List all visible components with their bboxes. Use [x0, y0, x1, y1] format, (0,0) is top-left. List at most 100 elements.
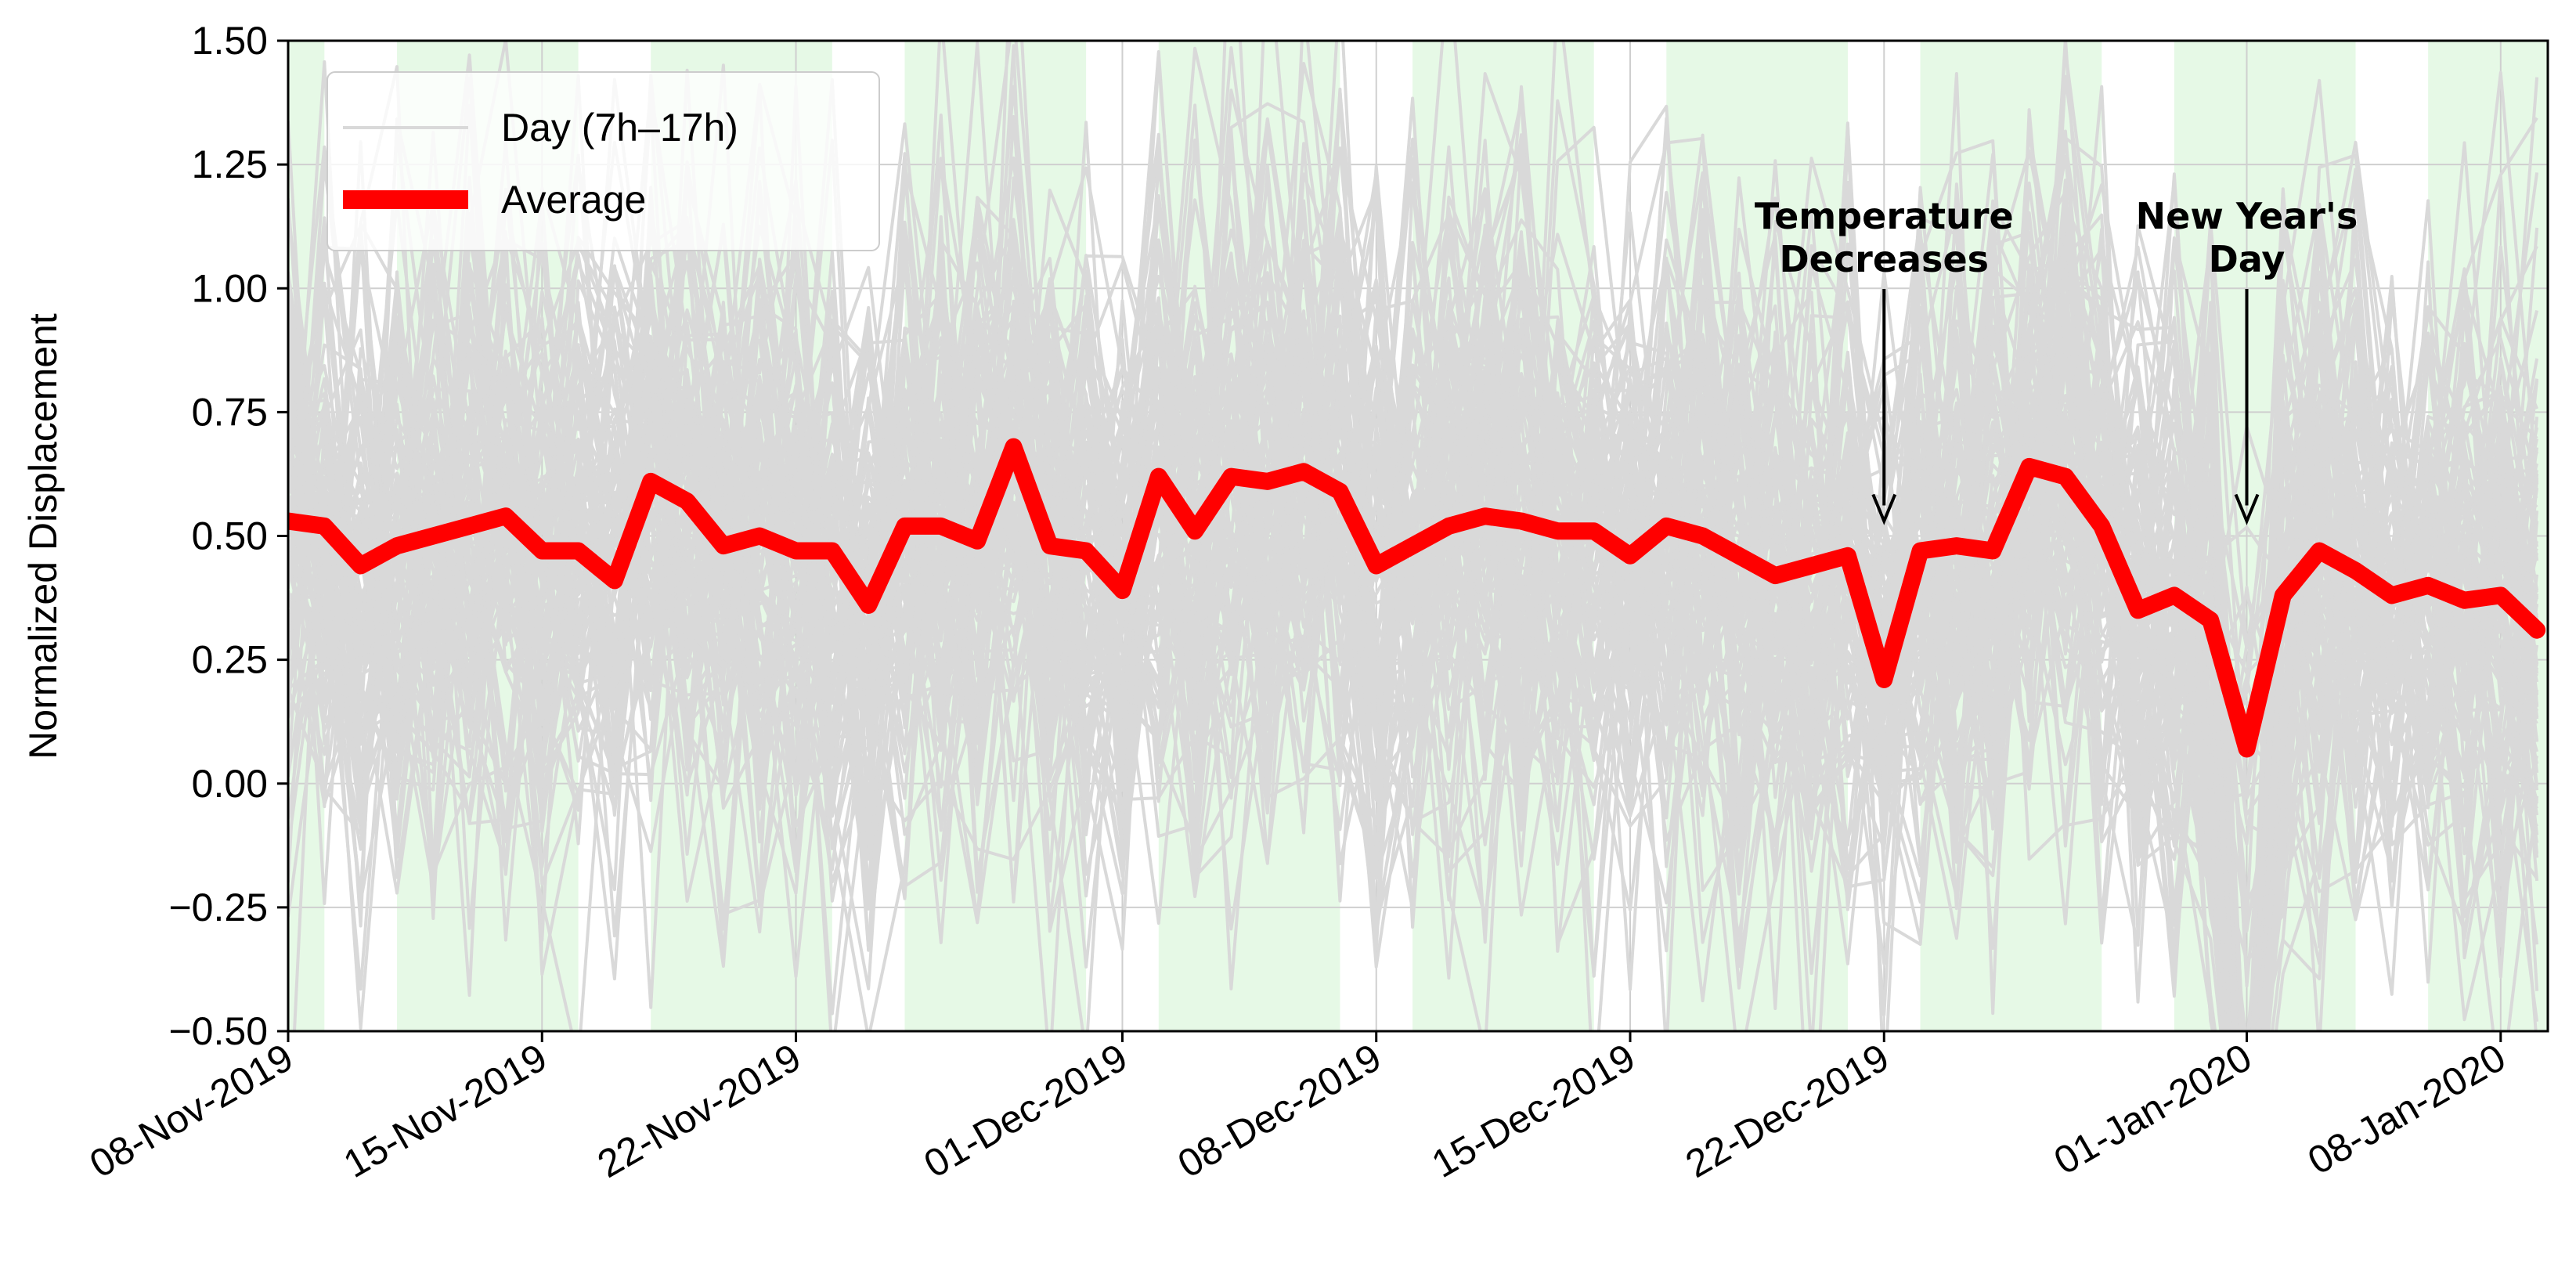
legend-label-day: Day (7h–17h)	[501, 106, 738, 150]
x-tick-label-3: 01-Dec-2019	[917, 1035, 1135, 1186]
y-axis-title: Normalized Displacement	[21, 313, 65, 759]
average-point-27	[1266, 480, 1268, 482]
daily-trace-101	[288, 138, 2539, 1031]
average-point-19	[976, 539, 979, 542]
average-point-51	[2137, 609, 2139, 612]
y-tick-label-3: 0.25	[192, 638, 268, 682]
average-point-16	[868, 604, 870, 606]
average-point-58	[2390, 594, 2393, 597]
average-point-34	[1521, 520, 1522, 522]
daily-trace-98	[288, 218, 2538, 1031]
average-point-20	[1012, 446, 1015, 448]
average-point-56	[2318, 550, 2321, 552]
average-point-37	[1629, 554, 1631, 557]
x-tick-label-5: 15-Dec-2019	[1424, 1035, 1642, 1186]
average-point-46	[1955, 545, 1957, 547]
average-point-39	[1701, 535, 1704, 537]
average-point-2	[359, 565, 362, 567]
annotation-0-line-1: Decreases	[1779, 238, 1989, 280]
x-axis: 08-Nov-2019 15-Nov-2019 22-Nov-2019 01-Dec-…	[82, 1031, 2513, 1186]
average-point-60	[2463, 599, 2466, 601]
x-tick-label-4: 08-Dec-2019	[1171, 1035, 1388, 1186]
average-point-47	[1992, 550, 1994, 552]
average-point-12	[722, 545, 724, 547]
y-tick-label-8: 1.50	[192, 19, 268, 63]
x-tick-label-0: 08-Nov-2019	[82, 1035, 300, 1186]
daily-trace-93	[288, 171, 2538, 1031]
average-point-43	[1846, 554, 1849, 557]
x-tick-label-1: 15-Nov-2019	[336, 1035, 554, 1186]
average-point-49	[2064, 475, 2066, 478]
average-point-35	[1557, 530, 1559, 532]
average-point-53	[2210, 619, 2212, 621]
average-point-38	[1665, 525, 1668, 527]
daily-trace-106	[288, 114, 2539, 1031]
average-point-17	[904, 525, 906, 527]
daily-trace-94	[288, 202, 2538, 1031]
y-tick-label-5: 0.75	[192, 390, 268, 434]
average-point-40	[1738, 554, 1740, 557]
y-tick-label-7: 1.25	[192, 143, 268, 186]
daily-traces	[288, 41, 2539, 1031]
average-point-6	[504, 515, 507, 518]
legend-box	[327, 71, 880, 251]
average-point-62	[2536, 629, 2538, 631]
average-point-29	[1339, 490, 1341, 492]
average-point-25	[1194, 530, 1196, 532]
average-point-3	[396, 545, 398, 547]
annotation-1-line-0: New Year's	[2136, 195, 2358, 237]
average-point-1	[323, 525, 326, 527]
average-point-7	[541, 550, 543, 552]
average-point-55	[2282, 594, 2284, 597]
average-point-31	[1412, 545, 1414, 547]
y-axis: −0.50 −0.25 0.00 0.25 0.50 0.75 1.00 1.25 1.50	[168, 19, 288, 1053]
y-tick-label-2: 0.00	[192, 762, 268, 806]
x-tick-label-2: 22-Nov-2019	[590, 1035, 808, 1186]
x-tick-label-7: 01-Jan-2020	[2047, 1035, 2259, 1183]
average-point-22	[1085, 550, 1088, 552]
average-point-59	[2427, 584, 2430, 586]
average-point-28	[1303, 471, 1305, 473]
legend: Day (7h–17h) Average	[327, 71, 880, 251]
average-point-15	[831, 550, 833, 552]
average-point-33	[1484, 515, 1486, 518]
annotation-1-arrow-head	[2234, 493, 2260, 525]
average-point-36	[1593, 530, 1595, 532]
y-tick-label-1: −0.25	[168, 886, 268, 929]
average-point-61	[2499, 594, 2502, 597]
daily-trace-104	[288, 141, 2538, 1031]
average-point-50	[2101, 525, 2103, 527]
average-point-24	[1157, 475, 1160, 478]
average-point-32	[1448, 525, 1450, 527]
y-tick-label-0: −0.50	[168, 1009, 268, 1053]
legend-label-average: Average	[501, 178, 646, 222]
average-point-57	[2354, 569, 2357, 572]
average-point-48	[2028, 465, 2030, 467]
average-point-21	[1048, 545, 1051, 547]
average-point-54	[2246, 748, 2248, 750]
average-point-5	[468, 525, 471, 527]
average-point-11	[686, 500, 688, 503]
annotation-0-arrow-head	[1871, 493, 1897, 525]
daily-trace-109	[288, 212, 2539, 1031]
average-point-14	[795, 550, 797, 552]
average-point-10	[650, 480, 652, 482]
average-point-42	[1810, 565, 1813, 567]
average-point-18	[940, 525, 942, 527]
average-point-26	[1230, 475, 1232, 478]
daily-trace-99	[288, 247, 2539, 1031]
average-point-44	[1883, 678, 1885, 680]
average-point-8	[577, 550, 579, 552]
average-point-9	[613, 579, 615, 582]
daily-trace-108	[288, 210, 2538, 1031]
annotation-0-line-0: Temperature	[1755, 195, 2014, 237]
average-point-45	[1919, 550, 1921, 552]
annotation-1-line-1: Day	[2209, 238, 2286, 280]
average-point-4	[432, 535, 435, 537]
x-tick-label-6: 22-Dec-2019	[1678, 1035, 1896, 1186]
daily-trace-96	[288, 85, 2539, 927]
average-point-23	[1121, 590, 1124, 592]
y-tick-label-4: 0.50	[192, 514, 268, 558]
